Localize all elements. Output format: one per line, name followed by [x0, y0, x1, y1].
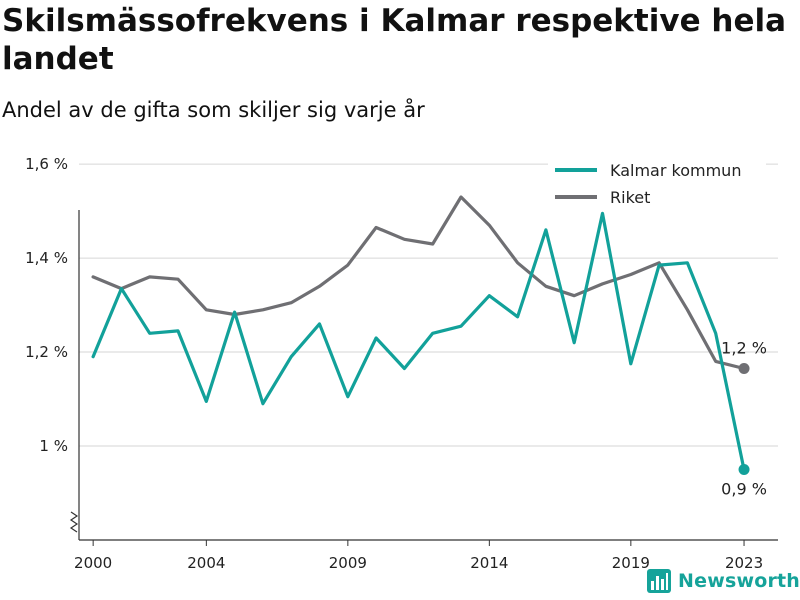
y-tick-label: 1 %: [39, 437, 68, 455]
x-tick-label: 2004: [187, 554, 225, 572]
brand-logo: Newsworthy: [646, 568, 800, 594]
series-line-kalmar: [91, 211, 746, 472]
end-label-kalmar: 0,9 %: [721, 480, 767, 499]
end-point-riket: [738, 362, 750, 374]
end-label-riket: 1,2 %: [721, 338, 767, 357]
y-tick-label: 1,4 %: [25, 249, 68, 267]
series-line-riket: [91, 195, 746, 371]
x-tick-label: 2009: [329, 554, 367, 572]
brand-name: Newsworthy: [678, 570, 800, 592]
legend-box: [548, 155, 766, 211]
legend-label-riket: Riket: [610, 188, 650, 207]
legend-label-kalmar: Kalmar kommun: [610, 161, 741, 180]
axis-break-icon: [69, 511, 79, 533]
y-tick-label: 1,6 %: [25, 155, 68, 173]
end-point-kalmar: [738, 464, 750, 476]
x-tick-label: 2000: [74, 554, 112, 572]
newsworthy-logo-icon: [647, 569, 671, 593]
x-tick-label: 2014: [470, 554, 508, 572]
x-tick-label: 2023: [725, 554, 763, 572]
chart-subtitle: Andel av de gifta som skiljer sig varje …: [2, 98, 425, 122]
x-tick-label: 2019: [612, 554, 650, 572]
y-tick-label: 1,2 %: [25, 343, 68, 361]
chart-title: Skilsmässofrekvens i Kalmar respektive h…: [2, 3, 787, 77]
